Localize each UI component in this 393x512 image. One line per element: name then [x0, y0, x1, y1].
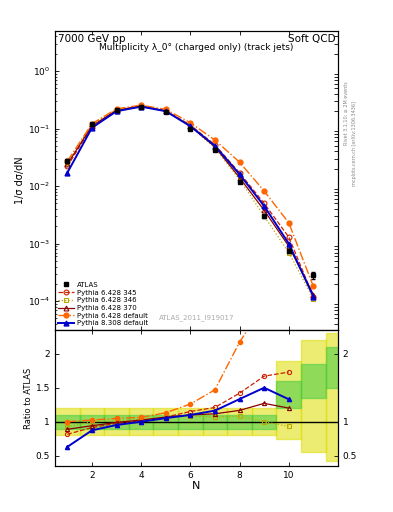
Text: 7000 GeV pp: 7000 GeV pp [58, 34, 125, 44]
Line: Pythia 6.428 345: Pythia 6.428 345 [65, 104, 316, 299]
Pythia 6.428 default [213, 137, 217, 143]
Pythia 6.428 370 [90, 123, 94, 129]
Pythia 6.428 default [114, 106, 119, 112]
Y-axis label: Ratio to ATLAS: Ratio to ATLAS [24, 367, 33, 429]
Pythia 6.428 370 [114, 107, 119, 113]
Pythia 6.428 346 [188, 123, 193, 130]
Line: Pythia 6.428 default: Pythia 6.428 default [65, 103, 316, 289]
Pythia 6.428 346 [311, 296, 316, 302]
Pythia 6.428 345 [188, 122, 193, 128]
Pythia 6.428 345 [114, 108, 119, 114]
Pythia 6.428 370 [262, 207, 266, 214]
Pythia 8.308 default [90, 125, 94, 131]
Text: Multiplicity λ_0° (charged only) (track jets): Multiplicity λ_0° (charged only) (track … [99, 42, 294, 52]
Pythia 6.428 346 [213, 145, 217, 151]
Pythia 6.428 346 [90, 121, 94, 127]
Pythia 8.308 default [237, 171, 242, 177]
Text: mcplots.cern.ch [arXiv:1306.3436]: mcplots.cern.ch [arXiv:1306.3436] [352, 101, 357, 186]
Pythia 6.428 346 [114, 106, 119, 113]
Pythia 6.428 370 [188, 123, 193, 129]
Pythia 8.308 default [286, 241, 291, 247]
Text: Rivet 3.1.10; ≥ 2M events: Rivet 3.1.10; ≥ 2M events [344, 81, 349, 144]
Pythia 6.428 370 [286, 243, 291, 249]
Pythia 6.428 370 [139, 103, 143, 109]
Pythia 6.428 default [311, 283, 316, 289]
Line: Pythia 6.428 346: Pythia 6.428 346 [65, 103, 316, 301]
Pythia 6.428 346 [237, 177, 242, 183]
Pythia 6.428 345 [213, 142, 217, 148]
Pythia 6.428 346 [163, 108, 168, 114]
Pythia 6.428 default [188, 120, 193, 126]
Pythia 6.428 345 [237, 170, 242, 176]
X-axis label: N: N [192, 481, 201, 491]
Pythia 8.308 default [163, 108, 168, 114]
Pythia 6.428 345 [311, 293, 316, 300]
Pythia 6.428 default [65, 158, 70, 164]
Pythia 8.308 default [262, 203, 266, 209]
Pythia 6.428 345 [65, 163, 70, 169]
Pythia 8.308 default [311, 293, 316, 300]
Pythia 6.428 346 [262, 213, 266, 219]
Pythia 6.428 default [139, 102, 143, 108]
Pythia 6.428 default [237, 159, 242, 165]
Pythia 6.428 default [90, 121, 94, 127]
Pythia 6.428 345 [139, 103, 143, 110]
Text: Soft QCD: Soft QCD [288, 34, 335, 44]
Pythia 8.308 default [114, 108, 119, 114]
Line: Pythia 6.428 370: Pythia 6.428 370 [65, 103, 316, 297]
Pythia 6.428 370 [65, 161, 70, 167]
Legend: ATLAS, Pythia 6.428 345, Pythia 6.428 346, Pythia 6.428 370, Pythia 6.428 defaul: ATLAS, Pythia 6.428 345, Pythia 6.428 34… [59, 282, 149, 327]
Line: Pythia 8.308 default: Pythia 8.308 default [65, 104, 316, 299]
Pythia 6.428 346 [139, 103, 143, 109]
Pythia 6.428 370 [213, 144, 217, 150]
Pythia 6.428 default [163, 106, 168, 113]
Pythia 6.428 346 [286, 249, 291, 255]
Text: ATLAS_2011_I919017: ATLAS_2011_I919017 [159, 314, 234, 321]
Pythia 6.428 345 [286, 234, 291, 240]
Pythia 8.308 default [139, 103, 143, 110]
Pythia 6.428 370 [237, 175, 242, 181]
Pythia 8.308 default [213, 143, 217, 149]
Pythia 6.428 346 [65, 160, 70, 166]
Pythia 6.428 370 [163, 108, 168, 114]
Pythia 6.428 345 [163, 108, 168, 114]
Pythia 6.428 345 [90, 123, 94, 130]
Pythia 6.428 345 [262, 200, 266, 206]
Pythia 6.428 default [262, 188, 266, 194]
Pythia 8.308 default [188, 123, 193, 129]
Y-axis label: 1/σ dσ/dN: 1/σ dσ/dN [15, 157, 25, 204]
Pythia 8.308 default [65, 170, 70, 176]
Pythia 6.428 default [286, 220, 291, 226]
Pythia 6.428 370 [311, 291, 316, 297]
